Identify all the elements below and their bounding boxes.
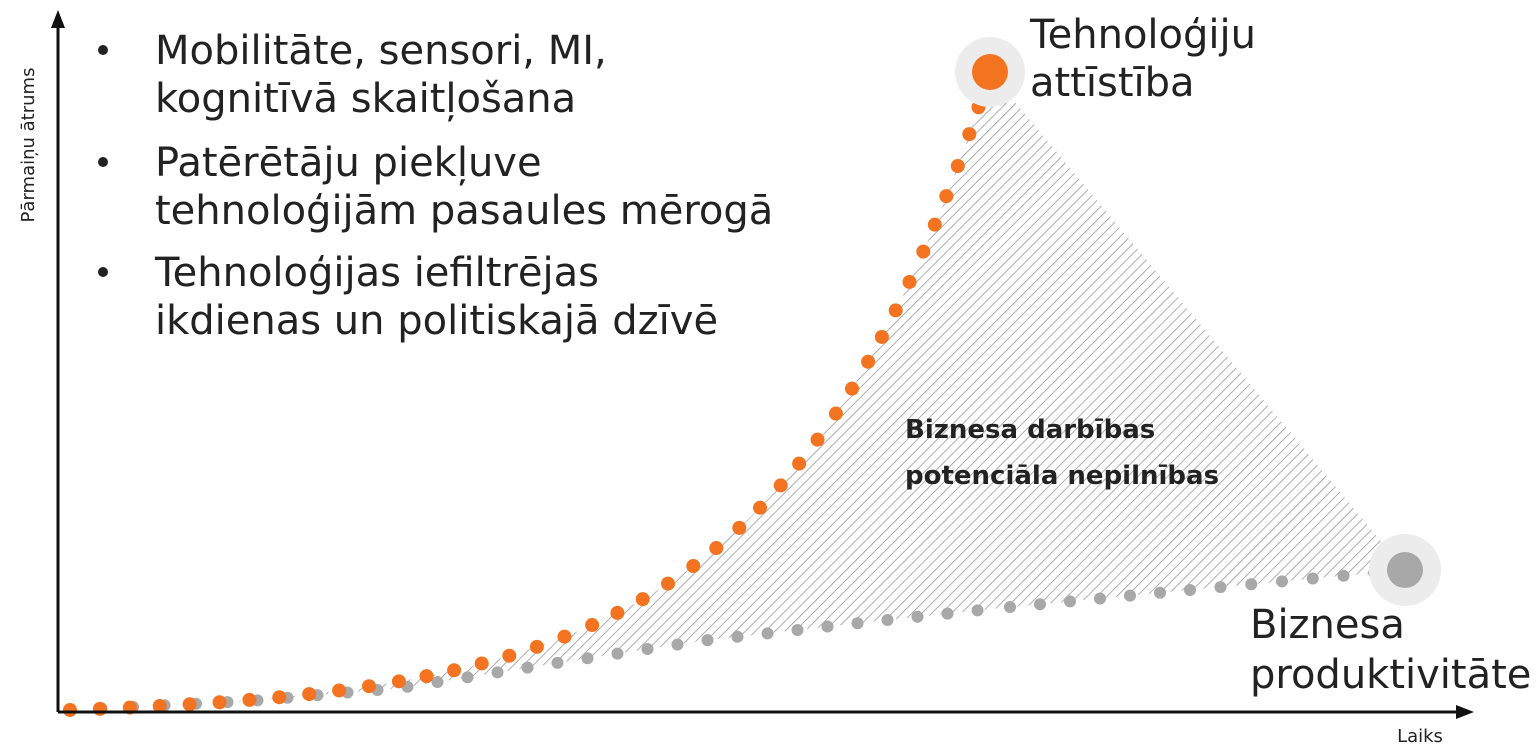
bullet-text: kognitīvā skaitļošana: [155, 76, 576, 122]
business-dot: [881, 614, 894, 626]
technology-dot: [828, 406, 843, 421]
technology-dot: [302, 687, 317, 702]
bullet: [98, 157, 108, 167]
technology-dot: [362, 679, 376, 694]
technology-dot: [916, 244, 931, 259]
business-dot: [941, 607, 954, 620]
technology-dot: [874, 329, 889, 344]
technology-dot: [391, 674, 406, 689]
technology-dot: [753, 500, 767, 515]
business-dot: [821, 620, 834, 633]
business-dot: [731, 630, 744, 643]
business-dot: [851, 617, 864, 630]
technology-dot: [661, 576, 675, 591]
business-dot: [1306, 572, 1319, 585]
bullet: [98, 267, 108, 277]
bullet-text: Tehnoloģijas iefiltrējas: [154, 250, 599, 296]
technology-dot: [845, 381, 859, 396]
technology-dot: [610, 605, 625, 620]
business-dot: [521, 661, 534, 674]
technology-dot: [182, 697, 197, 712]
technology-dot: [529, 639, 544, 654]
business-dot: [491, 666, 504, 679]
bullet-text: ikdienas un politiskajā dzīvē: [155, 298, 718, 344]
x-arrow: [1456, 705, 1474, 719]
technology-dot: [152, 699, 167, 714]
technology-label: attīstība: [1030, 60, 1195, 106]
business-dot: [551, 656, 564, 669]
business-dot: [641, 643, 654, 656]
business-label: produktivitāte: [1250, 652, 1531, 698]
technology-dot: [557, 629, 572, 644]
business-dot: [1337, 569, 1350, 582]
bullet: [98, 45, 108, 55]
technology-dot: [732, 520, 747, 535]
business-dot: [1245, 578, 1258, 591]
business-dot: [461, 671, 474, 684]
technology-dot: [272, 690, 287, 705]
business-dot: [581, 652, 594, 665]
business-dot: [1034, 598, 1046, 611]
technology-dot: [709, 541, 724, 556]
y-arrow: [51, 10, 65, 28]
business-label: Biznesa: [1250, 602, 1405, 648]
technology-dot: [332, 683, 347, 698]
business-dot: [761, 627, 774, 640]
technology-dot: [242, 692, 257, 707]
gap-label: potenciāla nepilnības: [905, 461, 1219, 491]
business-dot: [1276, 575, 1288, 588]
technology-dot: [447, 663, 462, 678]
technology-dot: [861, 354, 876, 369]
technology-dot: [635, 592, 650, 607]
bullets: Mobilitāte, sensori, MI, kognitīvā skait…: [98, 28, 773, 344]
technology-dot: [502, 648, 517, 663]
y-axis-label: Pārmaiņu ātrums: [18, 68, 39, 223]
technology-dot: [902, 274, 917, 289]
technology-dot: [939, 189, 954, 204]
technology-dot: [810, 432, 825, 447]
business-dot: [971, 604, 984, 617]
business-dot: [791, 623, 804, 636]
business-dot: [1124, 589, 1136, 602]
bullet-text: tehnoloģijām pasaules mērogā: [155, 188, 773, 234]
technology-dot: [92, 701, 107, 716]
technology-dot: [585, 618, 600, 633]
business-dot: [1004, 601, 1016, 614]
technology-dot: [686, 559, 701, 574]
business-dot: [431, 676, 444, 688]
technology-dot: [419, 669, 434, 684]
business-dot: [1064, 595, 1076, 608]
business-dot: [611, 647, 624, 660]
technology-dot: [773, 478, 788, 493]
gap-area: [70, 72, 1405, 710]
technology-dot: [63, 703, 77, 717]
x-axis-label: Laiks: [1397, 726, 1443, 747]
business-dot: [1184, 583, 1196, 596]
technology-dot: [212, 695, 227, 710]
technology-label: Tehnoloģiju: [1029, 12, 1256, 58]
business-dot: [701, 634, 714, 647]
technology-dot: [888, 303, 903, 318]
technology-dot: [792, 456, 807, 471]
tech-endpoint: [972, 54, 1008, 90]
technology-dot: [950, 159, 965, 174]
bullet-text: Patērētāju piekļuve: [155, 140, 542, 186]
technology-dot: [927, 217, 942, 232]
technology-dot: [962, 127, 977, 142]
business-dot: [1154, 586, 1166, 599]
technology-dot: [474, 656, 489, 671]
business-dot: [1094, 592, 1106, 605]
business-dot: [671, 638, 684, 651]
business-dot: [1214, 581, 1227, 594]
business-dot: [911, 610, 924, 623]
bullet-text: Mobilitāte, sensori, MI,: [155, 28, 607, 74]
gap-label: Biznesa darbības: [905, 415, 1155, 445]
business-endpoint: [1387, 552, 1423, 588]
